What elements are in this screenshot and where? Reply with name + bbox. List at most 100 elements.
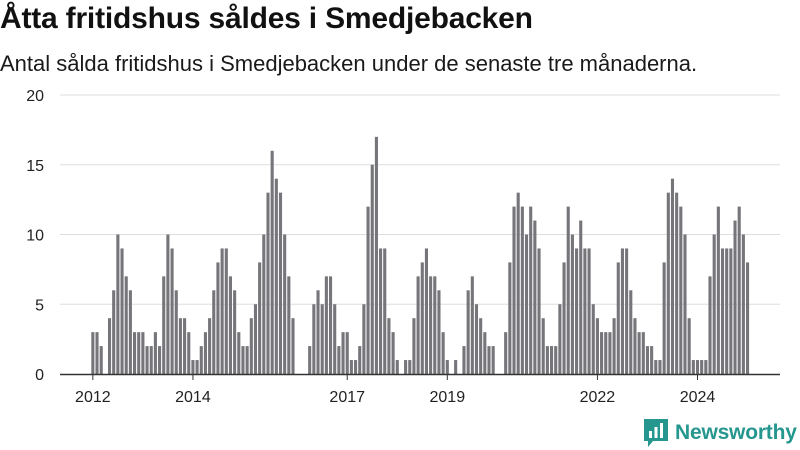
bar xyxy=(474,304,479,374)
bar xyxy=(666,192,670,374)
bar xyxy=(575,248,579,374)
bar xyxy=(512,206,516,374)
bar xyxy=(220,248,224,374)
x-tick-label: 2022 xyxy=(580,389,616,406)
bar xyxy=(533,220,537,374)
chart-gridlines xyxy=(60,94,780,305)
bar xyxy=(429,276,433,374)
bar xyxy=(504,332,508,374)
bar xyxy=(483,332,487,374)
bar xyxy=(199,346,203,374)
bar xyxy=(729,248,733,374)
bar xyxy=(704,360,708,374)
bar xyxy=(712,234,716,374)
bar xyxy=(387,318,391,374)
bar xyxy=(320,304,324,374)
bar xyxy=(128,290,132,374)
bar xyxy=(270,150,274,374)
bar xyxy=(562,262,566,374)
bar xyxy=(620,248,624,374)
bar xyxy=(253,304,258,374)
bar xyxy=(349,360,353,374)
y-tick-label: 5 xyxy=(35,297,44,314)
bar xyxy=(291,318,295,374)
bar xyxy=(107,318,112,374)
bar xyxy=(95,332,99,374)
bar xyxy=(725,248,729,374)
chart-subtitle: Antal sålda fritidshus i Smedjebacken un… xyxy=(0,51,698,76)
bar xyxy=(537,248,541,374)
y-tick-label: 20 xyxy=(26,88,44,105)
bar xyxy=(228,276,233,374)
bar xyxy=(120,248,124,374)
y-axis-tick-labels: 0 5 10 15 20 xyxy=(26,88,44,384)
bar xyxy=(262,234,266,374)
bar xyxy=(374,136,378,374)
bar xyxy=(153,332,157,374)
x-tick-label: 2024 xyxy=(680,389,716,406)
bar xyxy=(91,332,95,374)
bar xyxy=(395,360,399,374)
bar xyxy=(241,346,245,374)
bar xyxy=(341,332,345,374)
bar xyxy=(612,318,616,374)
bar xyxy=(645,346,650,374)
bar xyxy=(583,248,587,374)
bar xyxy=(116,234,120,374)
bar xyxy=(658,360,662,374)
chart-title: Åtta fritidshus såldes i Smedjebacken xyxy=(0,2,533,35)
bar xyxy=(491,346,495,374)
bar xyxy=(570,234,574,374)
bar xyxy=(274,178,278,374)
bar xyxy=(212,290,216,374)
bar xyxy=(695,360,700,374)
bar xyxy=(595,318,599,374)
bar xyxy=(708,276,712,374)
y-tick-label: 15 xyxy=(26,158,44,175)
bar xyxy=(345,332,349,374)
chart-bars xyxy=(91,136,750,374)
newsworthy-logo-icon xyxy=(644,419,668,447)
bar xyxy=(566,206,570,374)
bar xyxy=(745,262,750,374)
bar xyxy=(741,234,745,374)
bar xyxy=(149,346,153,374)
bar xyxy=(170,248,174,374)
bar xyxy=(700,360,704,374)
bar xyxy=(433,276,437,374)
bar xyxy=(650,346,654,374)
bar-chart: 0 5 10 15 20 2012 2014 2017 2019 2022 2024 8 xyxy=(26,0,780,406)
y-tick-label: 0 xyxy=(35,367,44,384)
bar xyxy=(416,276,420,374)
bar xyxy=(358,346,362,374)
bar xyxy=(600,332,604,374)
y-tick-label: 10 xyxy=(26,228,44,245)
bar xyxy=(178,318,182,374)
bar xyxy=(141,332,145,374)
bar xyxy=(641,332,645,374)
bar xyxy=(308,346,312,374)
bar xyxy=(737,206,741,374)
bar xyxy=(404,360,408,374)
bar xyxy=(391,332,395,374)
x-axis: 2012 2014 2017 2019 2022 2024 xyxy=(60,373,780,406)
bar xyxy=(203,332,207,374)
bar xyxy=(166,234,170,374)
newsworthy-logo: Newsworthy xyxy=(644,418,797,448)
bar xyxy=(662,262,666,374)
bar xyxy=(370,164,374,374)
bar xyxy=(579,220,583,374)
bar xyxy=(99,346,103,374)
bar xyxy=(437,290,441,374)
bar xyxy=(383,248,387,374)
bar xyxy=(679,206,683,374)
bar xyxy=(379,248,383,374)
bar xyxy=(224,248,228,374)
bar xyxy=(466,290,470,374)
bar xyxy=(133,332,137,374)
bar xyxy=(479,318,483,374)
bar xyxy=(545,346,549,374)
bar xyxy=(354,360,358,374)
bar xyxy=(670,178,675,374)
bar xyxy=(524,234,529,374)
